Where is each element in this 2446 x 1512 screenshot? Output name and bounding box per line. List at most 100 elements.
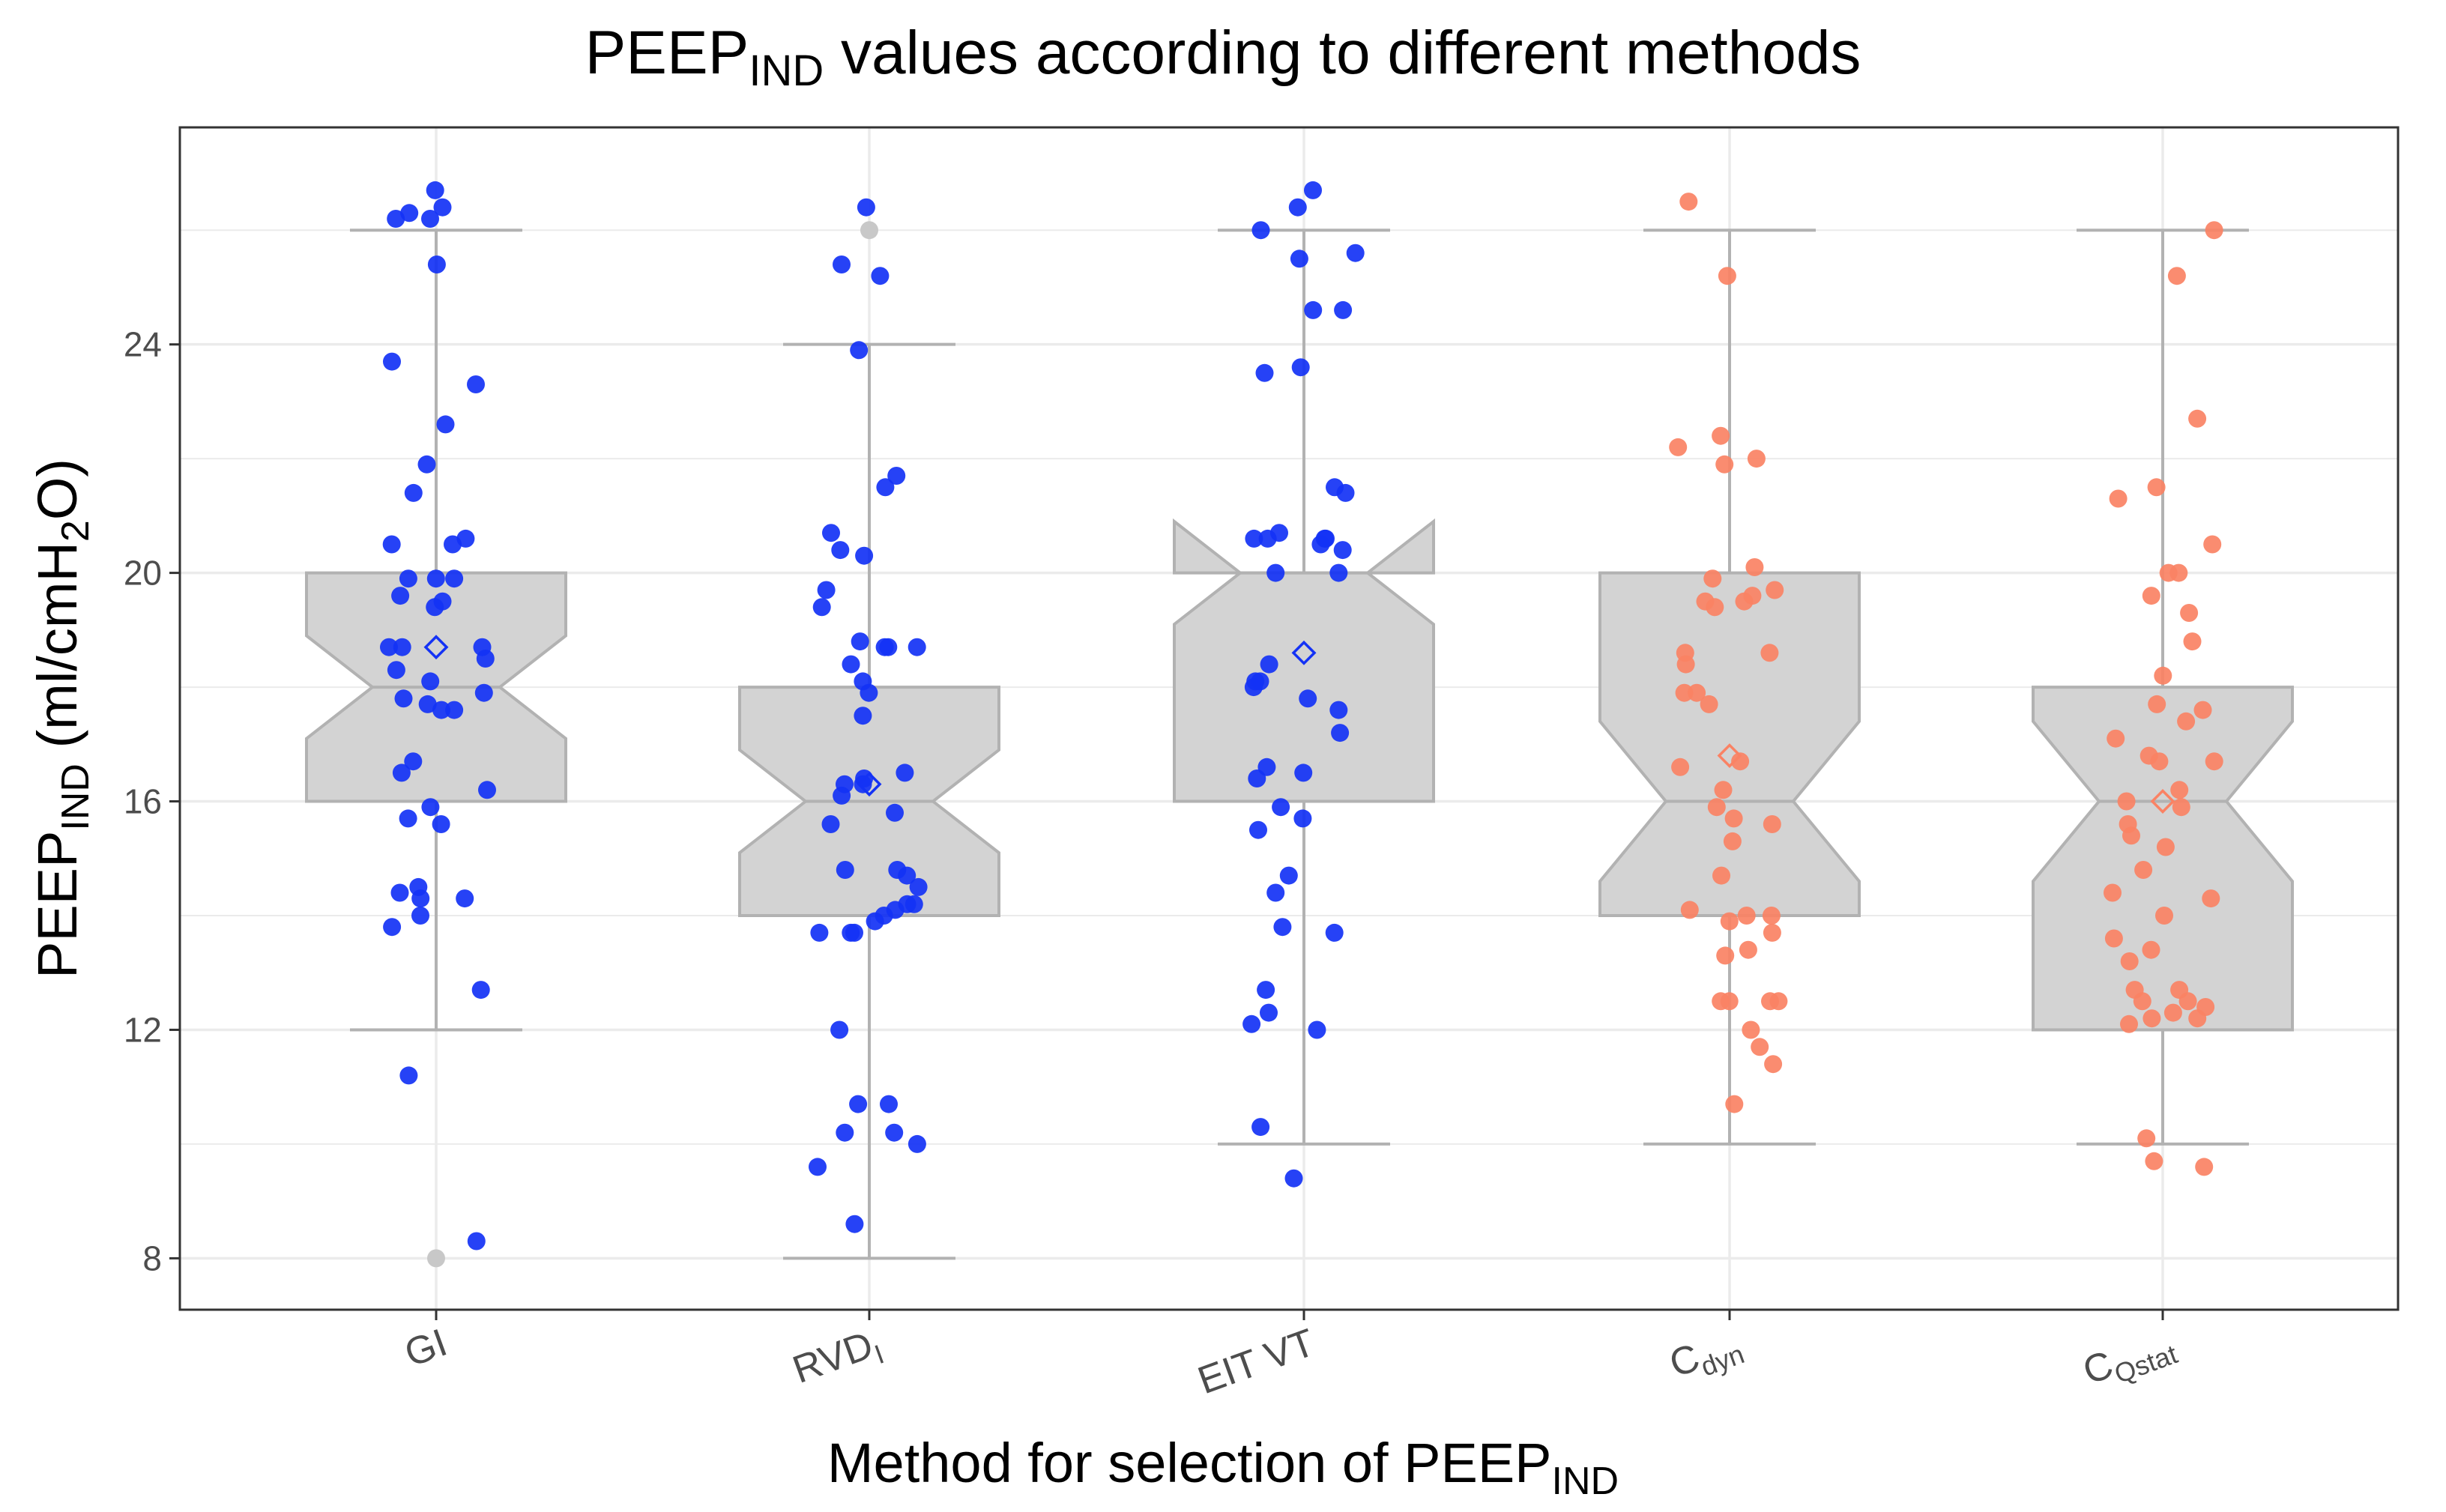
data-point [1671, 757, 1690, 776]
data-point [1288, 198, 1307, 217]
data-point [1718, 267, 1736, 285]
data-point [436, 415, 455, 434]
mean-marker [1291, 640, 1317, 665]
data-point [1308, 1020, 1326, 1039]
data-point [2150, 752, 2169, 771]
data-point [467, 1232, 486, 1251]
data-point [1336, 483, 1355, 502]
x-axis-title: Method for selection of PEEPIND [827, 1432, 1619, 1503]
data-point [1304, 300, 1323, 319]
data-point [1266, 563, 1285, 582]
data-point [1675, 683, 1694, 702]
data-point [399, 569, 417, 588]
data-point [909, 877, 928, 896]
data-point [809, 1158, 827, 1176]
data-point [1764, 1055, 1783, 1074]
data-point [1284, 1169, 1303, 1188]
data-point [1712, 866, 1730, 885]
data-point [810, 923, 829, 942]
box-group [2032, 229, 2294, 1146]
mean-marker [2150, 789, 2175, 814]
data-point [845, 1215, 864, 1233]
data-point [421, 672, 440, 691]
data-point [2156, 838, 2175, 856]
data-point [426, 598, 444, 617]
data-point [1258, 529, 1277, 548]
data-point [404, 752, 423, 771]
data-point [1724, 809, 1743, 828]
data-point [2137, 1129, 2156, 1148]
notched-box [1173, 518, 1435, 803]
data-point [854, 775, 872, 793]
data-point [1272, 798, 1290, 817]
data-point [1669, 438, 1688, 456]
data-point [383, 918, 402, 937]
data-point [866, 912, 884, 931]
data-point [392, 763, 411, 782]
data-point [2147, 478, 2166, 497]
data-point [842, 655, 860, 674]
data-point [394, 689, 413, 708]
data-point [1255, 363, 1274, 382]
data-point [426, 569, 445, 588]
data-point [871, 267, 890, 285]
data-point [876, 478, 895, 497]
data-point [1761, 992, 1779, 1011]
data-point [411, 889, 430, 908]
data-point [432, 701, 450, 719]
data-point [399, 809, 417, 828]
data-point [1290, 250, 1308, 268]
data-point [908, 1134, 926, 1153]
data-point [2154, 666, 2172, 685]
data-point [885, 1123, 904, 1142]
data-point [2142, 587, 2160, 605]
data-point [857, 198, 875, 217]
x-tick-label-main: EIT VT [1192, 1321, 1320, 1403]
data-point [1720, 912, 1739, 931]
data-point [2167, 267, 2186, 285]
data-point [1325, 923, 1344, 942]
data-point [2169, 563, 2188, 582]
data-point [474, 683, 493, 702]
data-point [2109, 489, 2128, 508]
data-point [445, 701, 464, 719]
data-point [2145, 1152, 2163, 1170]
data-point [855, 546, 874, 565]
data-point [2104, 883, 2122, 902]
chart-title: PEEPIND values according to different me… [585, 19, 1861, 95]
x-tick-label: Cdyn [1664, 1321, 1748, 1392]
data-point [399, 1066, 418, 1085]
data-point [2107, 729, 2125, 748]
data-point [2142, 940, 2160, 959]
data-point [1279, 866, 1298, 885]
plot-panel-border [178, 126, 2400, 1311]
data-point [1251, 1118, 1270, 1137]
data-point [1739, 940, 1757, 959]
data-point [1329, 701, 1348, 719]
data-point [1244, 678, 1263, 697]
y-axis-title: PEEPIND (ml/cmH2O) [26, 459, 97, 979]
data-point [2188, 409, 2207, 428]
data-point [836, 861, 854, 879]
data-point [478, 781, 496, 799]
data-point [875, 638, 894, 656]
data-point [1742, 1020, 1760, 1039]
data-point [1723, 832, 1742, 850]
data-point [1260, 655, 1278, 674]
data-point [2117, 792, 2136, 811]
data-point [1706, 598, 1724, 617]
notched-box [2032, 686, 2294, 1032]
data-point [1737, 907, 1756, 925]
data-point [427, 255, 446, 273]
data-point [1676, 655, 1695, 674]
data-point [1333, 541, 1352, 560]
data-point [887, 467, 906, 485]
data-point [2188, 1009, 2207, 1028]
data-point [1714, 781, 1733, 799]
x-tick-label-sub: Qstat [2110, 1338, 2181, 1389]
data-point [886, 803, 904, 822]
data-point [1731, 752, 1750, 771]
data-point [2172, 798, 2190, 817]
data-point [2134, 861, 2153, 879]
data-point [1680, 901, 1699, 919]
